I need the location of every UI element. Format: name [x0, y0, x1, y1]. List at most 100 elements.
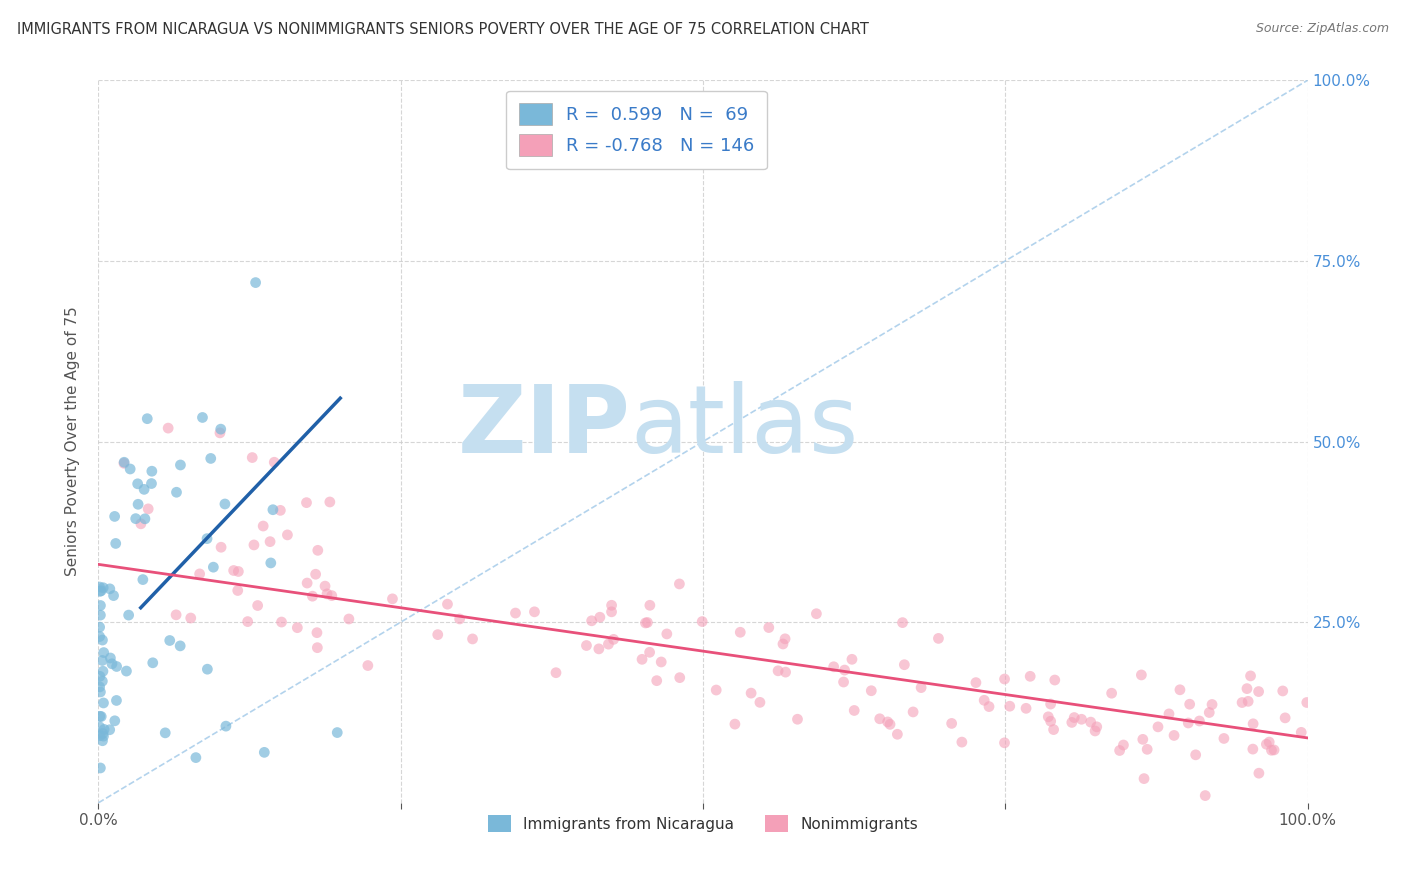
- Point: [125, 511, 148, 525]
- Text: Source: ZipAtlas.com: Source: ZipAtlas.com: [1256, 22, 1389, 36]
- Point: [260, 556, 283, 570]
- Point: [141, 464, 163, 478]
- Point: [724, 717, 747, 731]
- Point: [127, 476, 149, 491]
- Point: [93, 646, 115, 660]
- Point: [973, 693, 995, 707]
- Point: [89, 720, 111, 734]
- Point: [127, 497, 149, 511]
- Point: [209, 540, 232, 554]
- Point: [142, 656, 165, 670]
- Point: [523, 605, 546, 619]
- Point: [426, 627, 449, 641]
- Point: [772, 637, 794, 651]
- Point: [89, 709, 111, 723]
- Point: [188, 566, 211, 581]
- Point: [876, 714, 898, 729]
- Point: [910, 681, 932, 695]
- Point: [1274, 711, 1296, 725]
- Point: [1085, 720, 1108, 734]
- Point: [89, 599, 111, 613]
- Point: [993, 672, 1015, 686]
- Point: [1241, 716, 1264, 731]
- Point: [634, 615, 657, 630]
- Point: [581, 614, 603, 628]
- Point: [638, 599, 661, 613]
- Point: [998, 699, 1021, 714]
- Point: [91, 674, 114, 689]
- Point: [1213, 731, 1236, 746]
- Point: [1108, 743, 1130, 757]
- Point: [195, 662, 218, 676]
- Point: [295, 496, 318, 510]
- Point: [129, 516, 152, 531]
- Point: [730, 625, 752, 640]
- Point: [208, 425, 231, 440]
- Point: [89, 620, 111, 634]
- Point: [1168, 682, 1191, 697]
- Point: [89, 669, 111, 683]
- Point: [91, 581, 114, 595]
- Point: [740, 686, 762, 700]
- Point: [1130, 668, 1153, 682]
- Point: [600, 605, 623, 619]
- Point: [98, 582, 121, 596]
- Point: [1157, 706, 1180, 721]
- Point: [841, 652, 863, 666]
- Point: [1247, 684, 1270, 698]
- Point: [1163, 728, 1185, 742]
- Point: [240, 450, 263, 465]
- Point: [222, 564, 245, 578]
- Point: [169, 458, 191, 472]
- Point: [236, 615, 259, 629]
- Point: [1241, 742, 1264, 756]
- Point: [115, 664, 138, 678]
- Point: [141, 476, 163, 491]
- Point: [155, 726, 177, 740]
- Point: [1147, 720, 1170, 734]
- Point: [941, 716, 963, 731]
- Point: [134, 483, 156, 497]
- Point: [655, 627, 678, 641]
- Point: [98, 723, 121, 737]
- Point: [544, 665, 567, 680]
- Point: [1042, 723, 1064, 737]
- Point: [1039, 714, 1062, 729]
- Point: [901, 705, 924, 719]
- Point: [357, 658, 380, 673]
- Point: [638, 645, 661, 659]
- Point: [575, 639, 598, 653]
- Point: [704, 683, 727, 698]
- Point: [105, 693, 128, 707]
- Point: [89, 584, 111, 599]
- Point: [436, 597, 458, 611]
- Point: [166, 485, 188, 500]
- Point: [860, 683, 883, 698]
- Point: [505, 606, 527, 620]
- Point: [1239, 669, 1261, 683]
- Point: [112, 456, 135, 470]
- Point: [1230, 696, 1253, 710]
- Point: [1198, 706, 1220, 720]
- Point: [1019, 669, 1042, 683]
- Point: [1038, 710, 1060, 724]
- Point: [1177, 716, 1199, 731]
- Point: [89, 685, 111, 699]
- Point: [773, 632, 796, 646]
- Point: [104, 536, 127, 550]
- Point: [263, 455, 285, 469]
- Point: [89, 608, 111, 623]
- Point: [91, 664, 114, 678]
- Point: [461, 632, 484, 646]
- Point: [215, 719, 238, 733]
- Point: [1070, 712, 1092, 726]
- Point: [631, 652, 654, 666]
- Point: [1201, 698, 1223, 712]
- Point: [200, 451, 222, 466]
- Point: [690, 615, 713, 629]
- Point: [636, 615, 658, 630]
- Point: [1136, 742, 1159, 756]
- Point: [337, 612, 360, 626]
- Point: [834, 663, 856, 677]
- Point: [602, 632, 624, 647]
